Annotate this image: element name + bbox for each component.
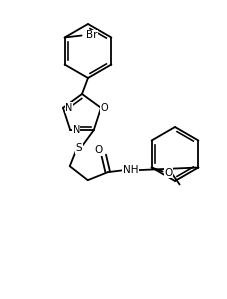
Text: S: S — [75, 143, 82, 153]
Text: O: O — [95, 145, 103, 155]
Text: O: O — [100, 103, 108, 113]
Text: Br: Br — [86, 30, 97, 40]
Text: N: N — [73, 125, 80, 135]
Text: NH: NH — [123, 165, 138, 175]
Text: O: O — [165, 167, 173, 178]
Text: N: N — [65, 103, 73, 113]
